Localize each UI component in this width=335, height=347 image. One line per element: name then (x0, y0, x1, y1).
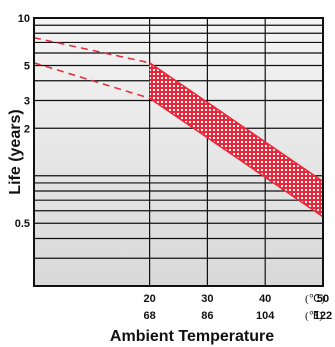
y-tick-label: 2 (24, 123, 30, 135)
y-tick-label: 0.5 (15, 218, 30, 230)
dashed-series-line (33, 36, 150, 64)
y-tick-labels: 10 5 3 2 0.5 (15, 13, 30, 230)
series-line (149, 62, 324, 183)
x-tick-label-celsius: 20 (143, 293, 155, 305)
x-tick-label-fahrenheit: 122 (314, 310, 332, 322)
x-unit-f-label: (℉) (305, 310, 323, 322)
x-tick-label-fahrenheit: 104 (256, 310, 275, 322)
plot-frame (33, 17, 324, 287)
y-tick-label: 3 (24, 95, 30, 107)
dashed-series-line (33, 62, 150, 99)
x-axis-title: Ambient Temperature (110, 328, 274, 345)
life-band-area (149, 62, 323, 217)
x-tick-label-celsius: 50 (317, 293, 329, 305)
x-tick-label-fahrenheit: 86 (201, 310, 213, 322)
series-lines (33, 36, 324, 218)
x-tick-labels: 20 30 40 50 68 86 104 122 (143, 293, 332, 322)
x-tick-label-celsius: 30 (201, 293, 213, 305)
series-line (149, 97, 324, 218)
x-tick-label-fahrenheit: 68 (143, 310, 155, 322)
x-tick-label-celsius: 40 (259, 293, 271, 305)
y-axis-title: Life (years) (7, 109, 24, 194)
y-tick-label: 5 (24, 60, 30, 72)
y-tick-label: 10 (18, 13, 30, 25)
x-unit-c-label: (℃) (305, 293, 325, 305)
